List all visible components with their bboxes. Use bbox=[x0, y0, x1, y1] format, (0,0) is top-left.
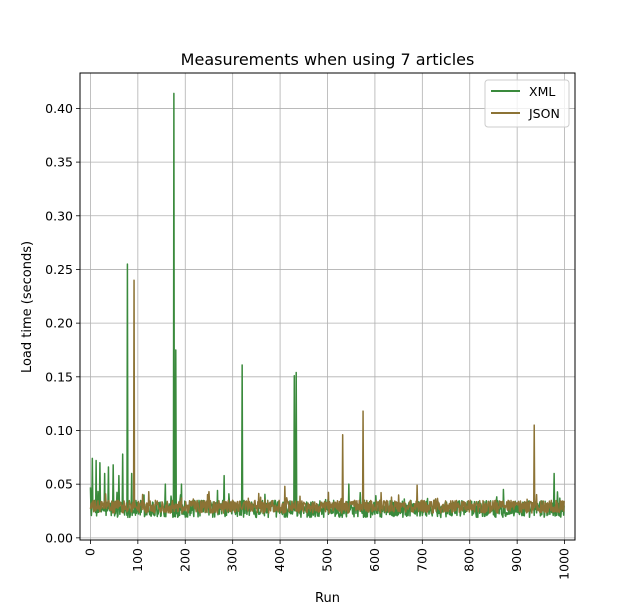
x-tick-label: 500 bbox=[320, 548, 335, 572]
grid bbox=[80, 73, 575, 540]
legend: XML JSON bbox=[484, 79, 570, 128]
x-tick-label: 700 bbox=[414, 548, 429, 572]
y-tick-label: 0.30 bbox=[45, 208, 73, 223]
y-axis-ticks: 0.00 0.05 0.10 0.15 0.20 0.25 0.30 0.35 0.40 bbox=[45, 101, 80, 545]
y-tick-label: 0.15 bbox=[45, 369, 73, 384]
x-tick-label: 300 bbox=[225, 548, 240, 572]
x-tick-label: 800 bbox=[462, 548, 477, 572]
y-tick-label: 0.20 bbox=[45, 316, 73, 331]
x-tick-label: 400 bbox=[272, 548, 287, 572]
x-axis-label: Run bbox=[315, 591, 340, 606]
x-tick-label: 600 bbox=[367, 548, 382, 572]
x-tick-label: 0 bbox=[82, 548, 97, 556]
y-tick-label: 0.10 bbox=[45, 423, 73, 438]
y-tick-label: 0.05 bbox=[45, 477, 73, 492]
x-tick-label: 1000 bbox=[557, 548, 572, 580]
x-axis-ticks: 0 100 200 300 400 500 600 700 800 900 1000 bbox=[82, 540, 572, 580]
y-tick-label: 0.00 bbox=[45, 530, 73, 545]
y-axis-label: Load time (seconds) bbox=[20, 241, 35, 373]
series-lines bbox=[89, 92, 565, 519]
x-tick-label: 900 bbox=[509, 548, 524, 572]
y-tick-label: 0.35 bbox=[45, 155, 73, 170]
chart-title: Measurements when using 7 articles bbox=[181, 50, 475, 69]
y-tick-label: 0.40 bbox=[45, 101, 73, 116]
series-line-json bbox=[89, 279, 565, 514]
y-tick-label: 0.25 bbox=[45, 262, 73, 277]
x-tick-label: 200 bbox=[177, 548, 192, 572]
legend-label-xml: XML bbox=[529, 84, 555, 99]
x-tick-label: 100 bbox=[130, 548, 145, 572]
legend-label-json: JSON bbox=[528, 106, 560, 121]
